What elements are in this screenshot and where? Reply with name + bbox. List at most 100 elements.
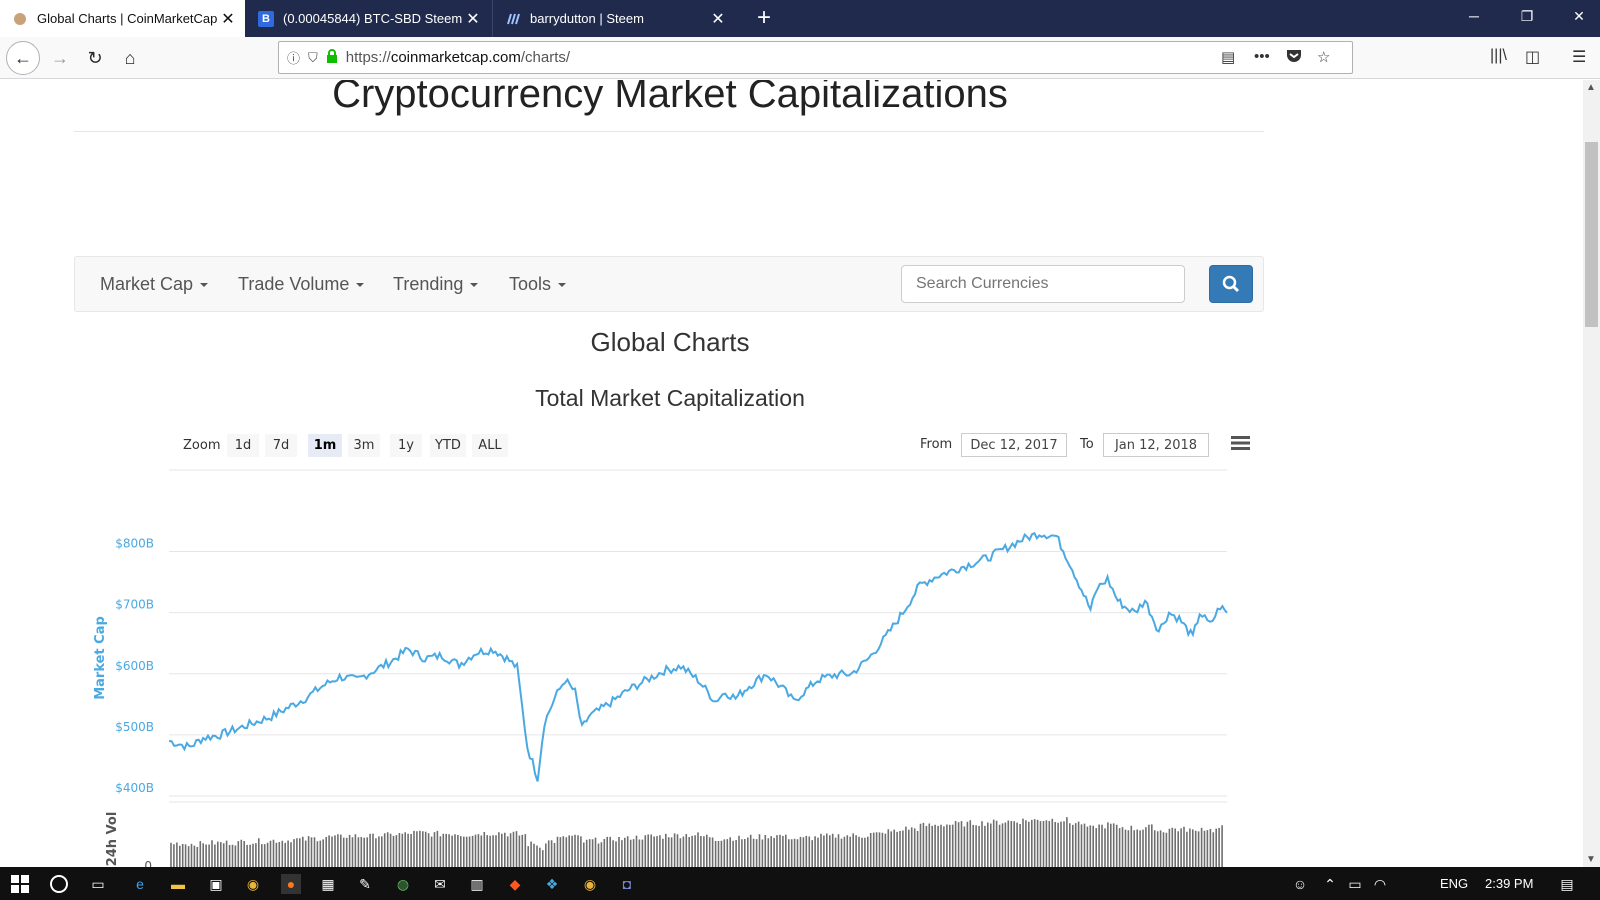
scrollbar-thumb[interactable] [1585,142,1598,327]
y-tick-label: $600B [115,659,154,673]
battery-icon[interactable]: ▭ [1348,875,1362,892]
windows-taskbar: ▭ e ▬ ▣ ◉ ● ▦ ✎ ◍ ✉ ▥ ◆ ❖ ◉ ◘ ☺ ⌃ ▭ ◠ EN… [0,867,1600,900]
steem-favicon-icon [505,11,521,27]
zoom-1d-button[interactable]: 1d [227,434,259,457]
volume-bars [170,817,1223,867]
firefox-icon[interactable]: ● [281,874,301,894]
section-title: Global Charts [590,327,750,357]
page-title: Cryptocurrency Market Capitalizations [332,80,1008,116]
info-icon[interactable]: ⓘ [287,51,301,66]
shield-icon[interactable]: ⛉ [308,49,318,65]
reload-icon[interactable]: ↻ [87,47,103,68]
bookmark-star-icon[interactable]: ☆ [1317,49,1331,66]
site-nav-bar: Market Cap Trade Volume Trending Tools [74,256,1264,312]
lock-icon[interactable] [326,49,338,66]
file-explorer-icon[interactable]: ▬ [171,876,185,892]
zoom-1m-button[interactable]: 1m [308,434,342,457]
cortana-circle-icon[interactable] [49,874,69,894]
globe-icon[interactable]: ◍ [396,875,410,892]
clock[interactable]: 2:39 PM [1485,876,1534,891]
scroll-up-arrow-icon[interactable]: ▲ [1586,82,1596,93]
y-tick-label: $800B [115,537,154,551]
minimize-icon[interactable]: ─ [1469,8,1479,24]
close-tab-icon[interactable]: ✕ [221,10,235,28]
y-tick-label: $400B [115,781,154,795]
browser-tab-strip: Global Charts | CoinMarketCap ✕ B (0.000… [0,0,1600,37]
scroll-down-arrow-icon[interactable]: ▼ [1586,854,1596,865]
wifi-icon[interactable]: ◠ [1373,875,1387,892]
windows-start-icon[interactable] [10,874,30,894]
zoom-7d-button[interactable]: 7d [265,434,297,457]
menu-hamburger-icon[interactable]: ☰ [1572,49,1587,66]
tab-global-charts[interactable]: Global Charts | CoinMarketCap ✕ [0,0,245,37]
calculator-icon[interactable]: ▥ [470,875,484,892]
chrome-alt-icon[interactable]: ◉ [583,875,597,892]
zoom-all-button[interactable]: ALL [472,434,508,457]
back-arrow-icon[interactable]: ← [6,41,40,75]
page-content: Cryptocurrency Market Capitalizations Ma… [0,80,1583,867]
home-icon[interactable]: ⌂ [124,47,136,68]
tab-title: barrydutton | Steem [530,11,644,26]
from-label: From [920,437,953,452]
close-window-icon[interactable]: ✕ [1573,8,1585,24]
menu-trade-volume[interactable]: Trade Volume [238,274,365,295]
page-actions-icon[interactable]: ••• [1254,48,1270,65]
menu-market-cap[interactable]: Market Cap [100,274,209,295]
zoom-1y-button[interactable]: 1y [390,434,422,457]
url-bar[interactable]: ⓘ ⛉ https://coinmarketcap.com/charts/ ▤ … [278,41,1353,74]
caret-down-icon [200,283,209,288]
tab-title: (0.00045844) BTC-SBD SteemDollars [283,11,462,26]
chart-plot-area: $400B $500B $600B $700B $800B Market Cap 24h V… [93,469,1228,867]
show-hidden-icons-icon[interactable]: ⌃ [1324,875,1336,892]
language-indicator[interactable]: ENG [1440,876,1469,891]
page-scrollbar[interactable]: ▲ ▼ [1583,80,1600,867]
caret-down-icon [356,283,365,288]
volume-zero-label: 0 [144,859,152,867]
menu-tools[interactable]: Tools [509,274,567,295]
market-cap-series-line [168,531,1228,782]
y-tick-label: $500B [115,720,154,734]
search-button[interactable] [1209,265,1253,303]
sidebar-icon[interactable]: ◫ [1525,49,1541,66]
zoom-label: Zoom [183,438,221,453]
zoom-3m-button[interactable]: 3m [348,434,380,457]
pocket-icon[interactable] [1286,48,1302,66]
caret-down-icon [558,283,567,288]
zoom-ytd-button[interactable]: YTD [430,434,466,457]
search-input[interactable] [901,265,1185,303]
browser-toolbar: ← → ↻ ⌂ ⓘ ⛉ https://coinmarketcap.com/ch… [0,37,1600,79]
mail-icon[interactable]: ✉ [434,875,446,892]
chart-menu-icon[interactable] [1231,435,1251,456]
notifications-icon[interactable]: ▤ [1560,875,1574,892]
forward-arrow-icon[interactable]: → [51,47,69,68]
market-cap-chart: Zoom 1d 7d 1m 3m 1y YTD ALL From Dec 12,… [90,430,1270,867]
divider [74,131,1264,132]
tab-title: Global Charts | CoinMarketCap [37,11,217,26]
edge-icon[interactable]: e [136,876,144,892]
brave-icon[interactable]: ◆ [509,875,521,892]
tab-btc-sbd[interactable]: B (0.00045844) BTC-SBD SteemDollars ✕ [246,0,490,37]
store-icon[interactable]: ▣ [209,875,223,892]
url-text[interactable]: https://coinmarketcap.com/charts/ [345,49,571,66]
app-icon[interactable]: ❖ [545,875,559,892]
people-icon[interactable]: ☺ [1292,876,1308,892]
close-tab-icon[interactable]: ✕ [466,10,480,28]
menu-trending[interactable]: Trending [393,274,479,295]
tab-barrydutton-steem[interactable]: barrydutton | Steem ✕ [492,0,735,37]
close-tab-icon[interactable]: ✕ [711,10,725,28]
discord-icon[interactable]: ◘ [622,876,632,892]
task-view-icon[interactable]: ▭ [91,875,105,892]
to-date-input[interactable]: Jan 12, 2018 [1103,433,1209,457]
reader-view-icon[interactable]: ▤ [1221,49,1236,66]
chart-title: Total Market Capitalization [535,385,805,411]
chrome-icon[interactable]: ◉ [246,875,260,892]
search-icon [1222,275,1240,293]
new-tab-plus-icon[interactable]: + [757,4,772,31]
to-label: To [1080,437,1094,452]
restore-icon[interactable]: ❐ [1520,8,1534,24]
bittrex-favicon-icon: B [258,10,274,27]
library-icon[interactable]: |||\ [1490,47,1507,64]
calculator-grid-icon[interactable]: ▦ [321,875,335,892]
paint-icon[interactable]: ✎ [359,875,371,892]
from-date-input[interactable]: Dec 12, 2017 [961,433,1067,457]
